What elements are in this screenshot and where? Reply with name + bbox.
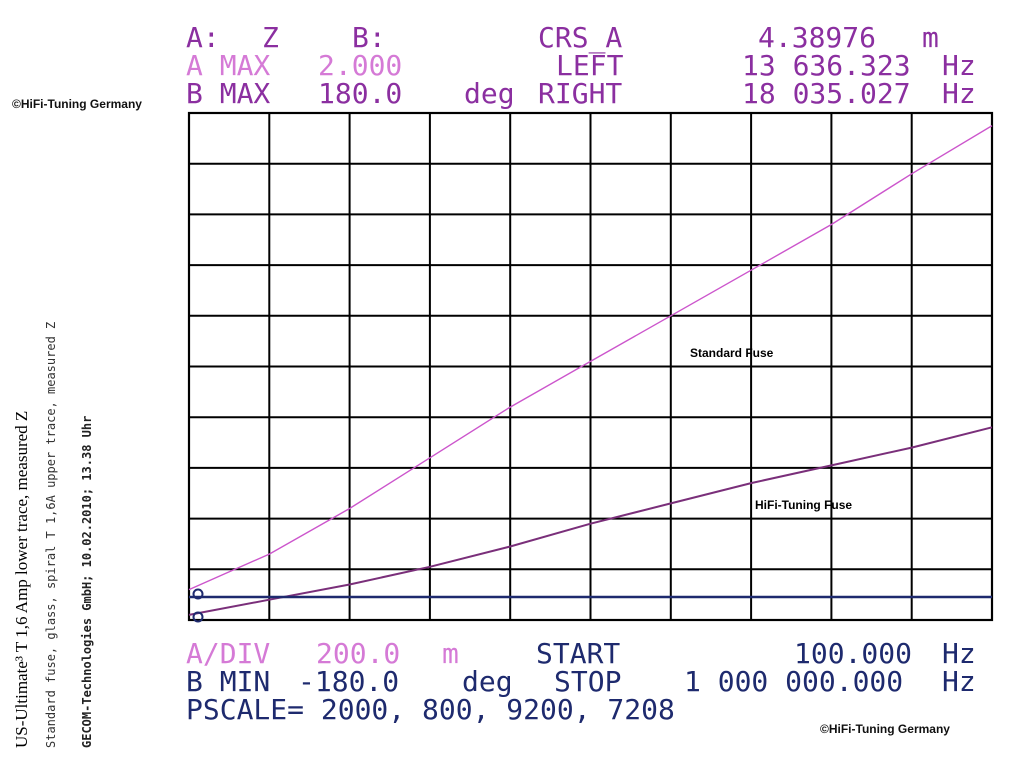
marker-a [192,588,204,600]
header-right-unit: Hz [942,77,976,110]
standard-fuse-trace [188,125,993,591]
header-deg-label: deg [464,77,515,110]
header-b-label: B: [352,21,386,54]
footer-a-div-unit: m [442,637,459,670]
hifi-tuning-fuse-trace [188,426,993,616]
header-left-unit: Hz [942,49,976,82]
header-right-label: RIGHT [538,77,623,110]
footer-stop-label: STOP [554,665,622,698]
footer-b-min-value: -180.0 [298,665,400,698]
header-right-value: 18 035.027 [742,77,911,110]
markers [192,588,204,623]
footer-start-label: START [536,637,621,670]
header-left-value: 13 636.323 [742,49,911,82]
header-a-max-value: 2.000 [318,49,403,82]
footer-b-min-label: B MIN [186,665,271,698]
copyright-bottom: ©HiFi-Tuning Germany [820,722,950,736]
header-crs-unit: m [922,21,939,54]
header-crs-value: 4.38976 [758,21,877,54]
footer-stop-value: 1 000 000.000 [684,665,904,698]
header-a-value: Z [262,21,279,54]
header-b-max-label: B MAX [186,77,271,110]
footer-start-unit: Hz [942,637,976,670]
header-a-max-label: A MAX [186,49,271,82]
copyright-top: ©HiFi-Tuning Germany [12,97,142,111]
header-b-max-value: 180.0 [318,77,403,110]
grid [187,111,994,622]
footer-a-div-label: A/DIV [186,637,271,670]
footer-start-value: 100.000 [794,637,913,670]
traces [188,125,993,616]
footer-stop-unit: Hz [942,665,976,698]
marker-b [192,611,204,623]
header-left-label: LEFT [556,49,624,82]
header-crs-label: CRS_A [538,21,623,54]
footer-deg-label: deg [462,665,513,698]
header-a-label: A: [186,21,220,54]
standard-fuse-label: Standard Fuse [690,346,774,360]
footer-pscale: PSCALE= 2000, 800, 9200, 7208 [186,693,675,726]
hifi-tuning-fuse-label: HiFi-Tuning Fuse [755,498,852,512]
footer-a-div-value: 200.0 [316,637,401,670]
